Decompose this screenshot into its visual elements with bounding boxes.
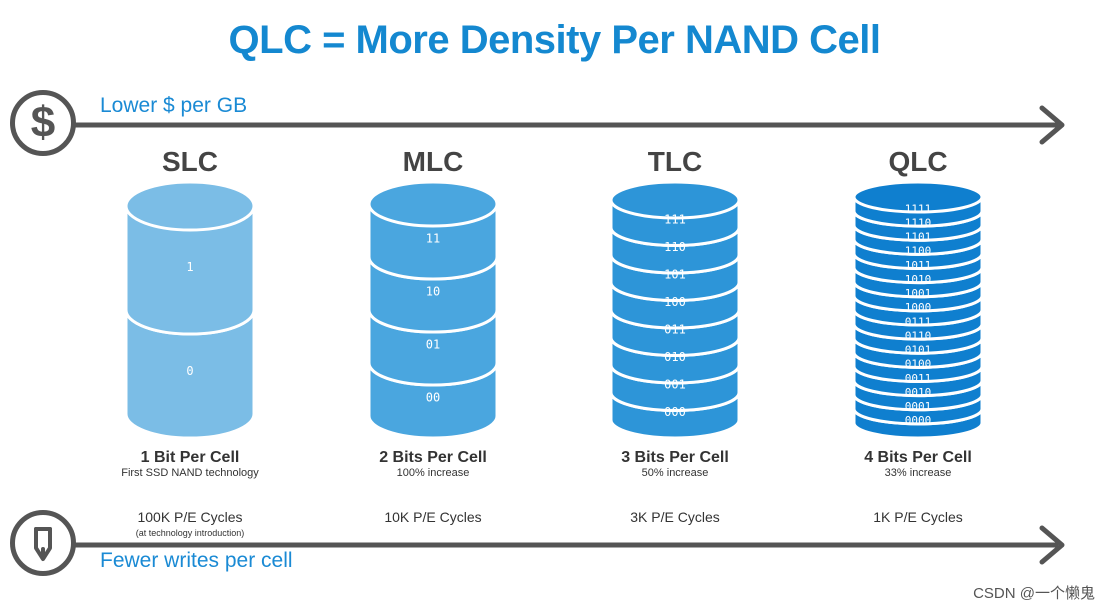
mlc-cell-label: 01: [426, 338, 440, 352]
slc-title: SLC: [162, 146, 218, 177]
qlc-cell-label: 0000: [905, 414, 932, 427]
qlc-title: QLC: [888, 146, 948, 177]
tlc-cell-label: 110: [664, 240, 686, 254]
qlc-cell-label: 0111: [905, 315, 932, 328]
tlc-bits-title: 3 Bits Per Cell: [621, 449, 729, 466]
tlc-title: TLC: [647, 146, 703, 177]
tlc-bits-sub: 50% increase: [641, 467, 709, 479]
qlc-cell-label: 1001: [905, 287, 932, 300]
mlc-cell-11: [367, 180, 499, 281]
qlc-cell-label: 1111: [905, 202, 932, 215]
mlc-cell-label: 11: [426, 232, 440, 246]
tlc-cell-label: 111: [664, 213, 686, 227]
qlc-cell-label: 0100: [905, 358, 932, 371]
qlc-cell-label: 1110: [905, 216, 932, 229]
mlc-bits-sub: 100% increase: [396, 467, 470, 479]
qlc-cell-label: 1000: [905, 301, 932, 314]
tlc-cell-stack: 111 110 101 100 011 010 001 000: [609, 180, 741, 440]
qlc-cell-label: 0001: [905, 400, 932, 413]
slc-pe-note: (at technology introduction): [135, 528, 245, 538]
slc-cell-stack: 10: [124, 180, 256, 440]
mlc-cell-label: 00: [426, 391, 440, 405]
qlc-cell-label: 1101: [905, 231, 932, 244]
pencil-icon: [10, 510, 76, 576]
qlc-cell-label: 0110: [905, 329, 932, 342]
bottom-axis-label: Fewer writes per cell: [100, 549, 293, 572]
qlc-bits-sub: 33% increase: [884, 467, 952, 479]
qlc-cell-label: 1100: [905, 245, 932, 258]
page-title: QLC = More Density Per NAND Cell: [228, 18, 881, 62]
qlc-pe-cycles: 1K P/E Cycles: [873, 509, 963, 525]
slc-cell-label: 0: [186, 364, 193, 378]
qlc-cell-label: 0101: [905, 344, 932, 357]
slc-bits-title: 1 Bit Per Cell: [140, 449, 240, 466]
mlc-title: MLC: [402, 146, 464, 177]
top-arrow: [72, 105, 1065, 145]
tlc-cell-label: 010: [664, 350, 686, 364]
mlc-cell-stack: 11 10 01 00: [367, 180, 499, 440]
qlc-bits-title: 4 Bits Per Cell: [864, 449, 972, 466]
tlc-cell-label: 100: [664, 295, 686, 309]
slc-cell-label: 1: [186, 260, 193, 274]
qlc-cell-label: 0011: [905, 372, 932, 385]
bottom-arrow: [72, 525, 1065, 565]
tlc-cell-label: 001: [664, 378, 686, 392]
tlc-cell-111: [609, 180, 741, 247]
qlc-cell-label: 0010: [905, 386, 932, 399]
tlc-cell-label: 011: [664, 323, 686, 337]
top-axis-label: Lower $ per GB: [100, 94, 248, 117]
dollar-icon: $: [10, 90, 76, 156]
watermark: CSDN @一个懒鬼: [973, 585, 1095, 602]
tlc-pe-cycles: 3K P/E Cycles: [630, 509, 720, 525]
qlc-cell-label: 1010: [905, 273, 932, 286]
tlc-cell-label: 000: [664, 405, 686, 419]
mlc-cell-label: 10: [426, 285, 440, 299]
mlc-bits-title: 2 Bits Per Cell: [379, 449, 487, 466]
slc-pe-cycles: 100K P/E Cycles: [137, 509, 243, 525]
tlc-cell-label: 101: [664, 268, 686, 282]
slc-bits-sub: First SSD NAND technology: [121, 467, 259, 479]
qlc-cell-1111: [852, 180, 984, 228]
mlc-pe-cycles: 10K P/E Cycles: [384, 509, 482, 525]
qlc-cell-label: 1011: [905, 259, 932, 272]
slc-cell-1: [124, 180, 256, 336]
